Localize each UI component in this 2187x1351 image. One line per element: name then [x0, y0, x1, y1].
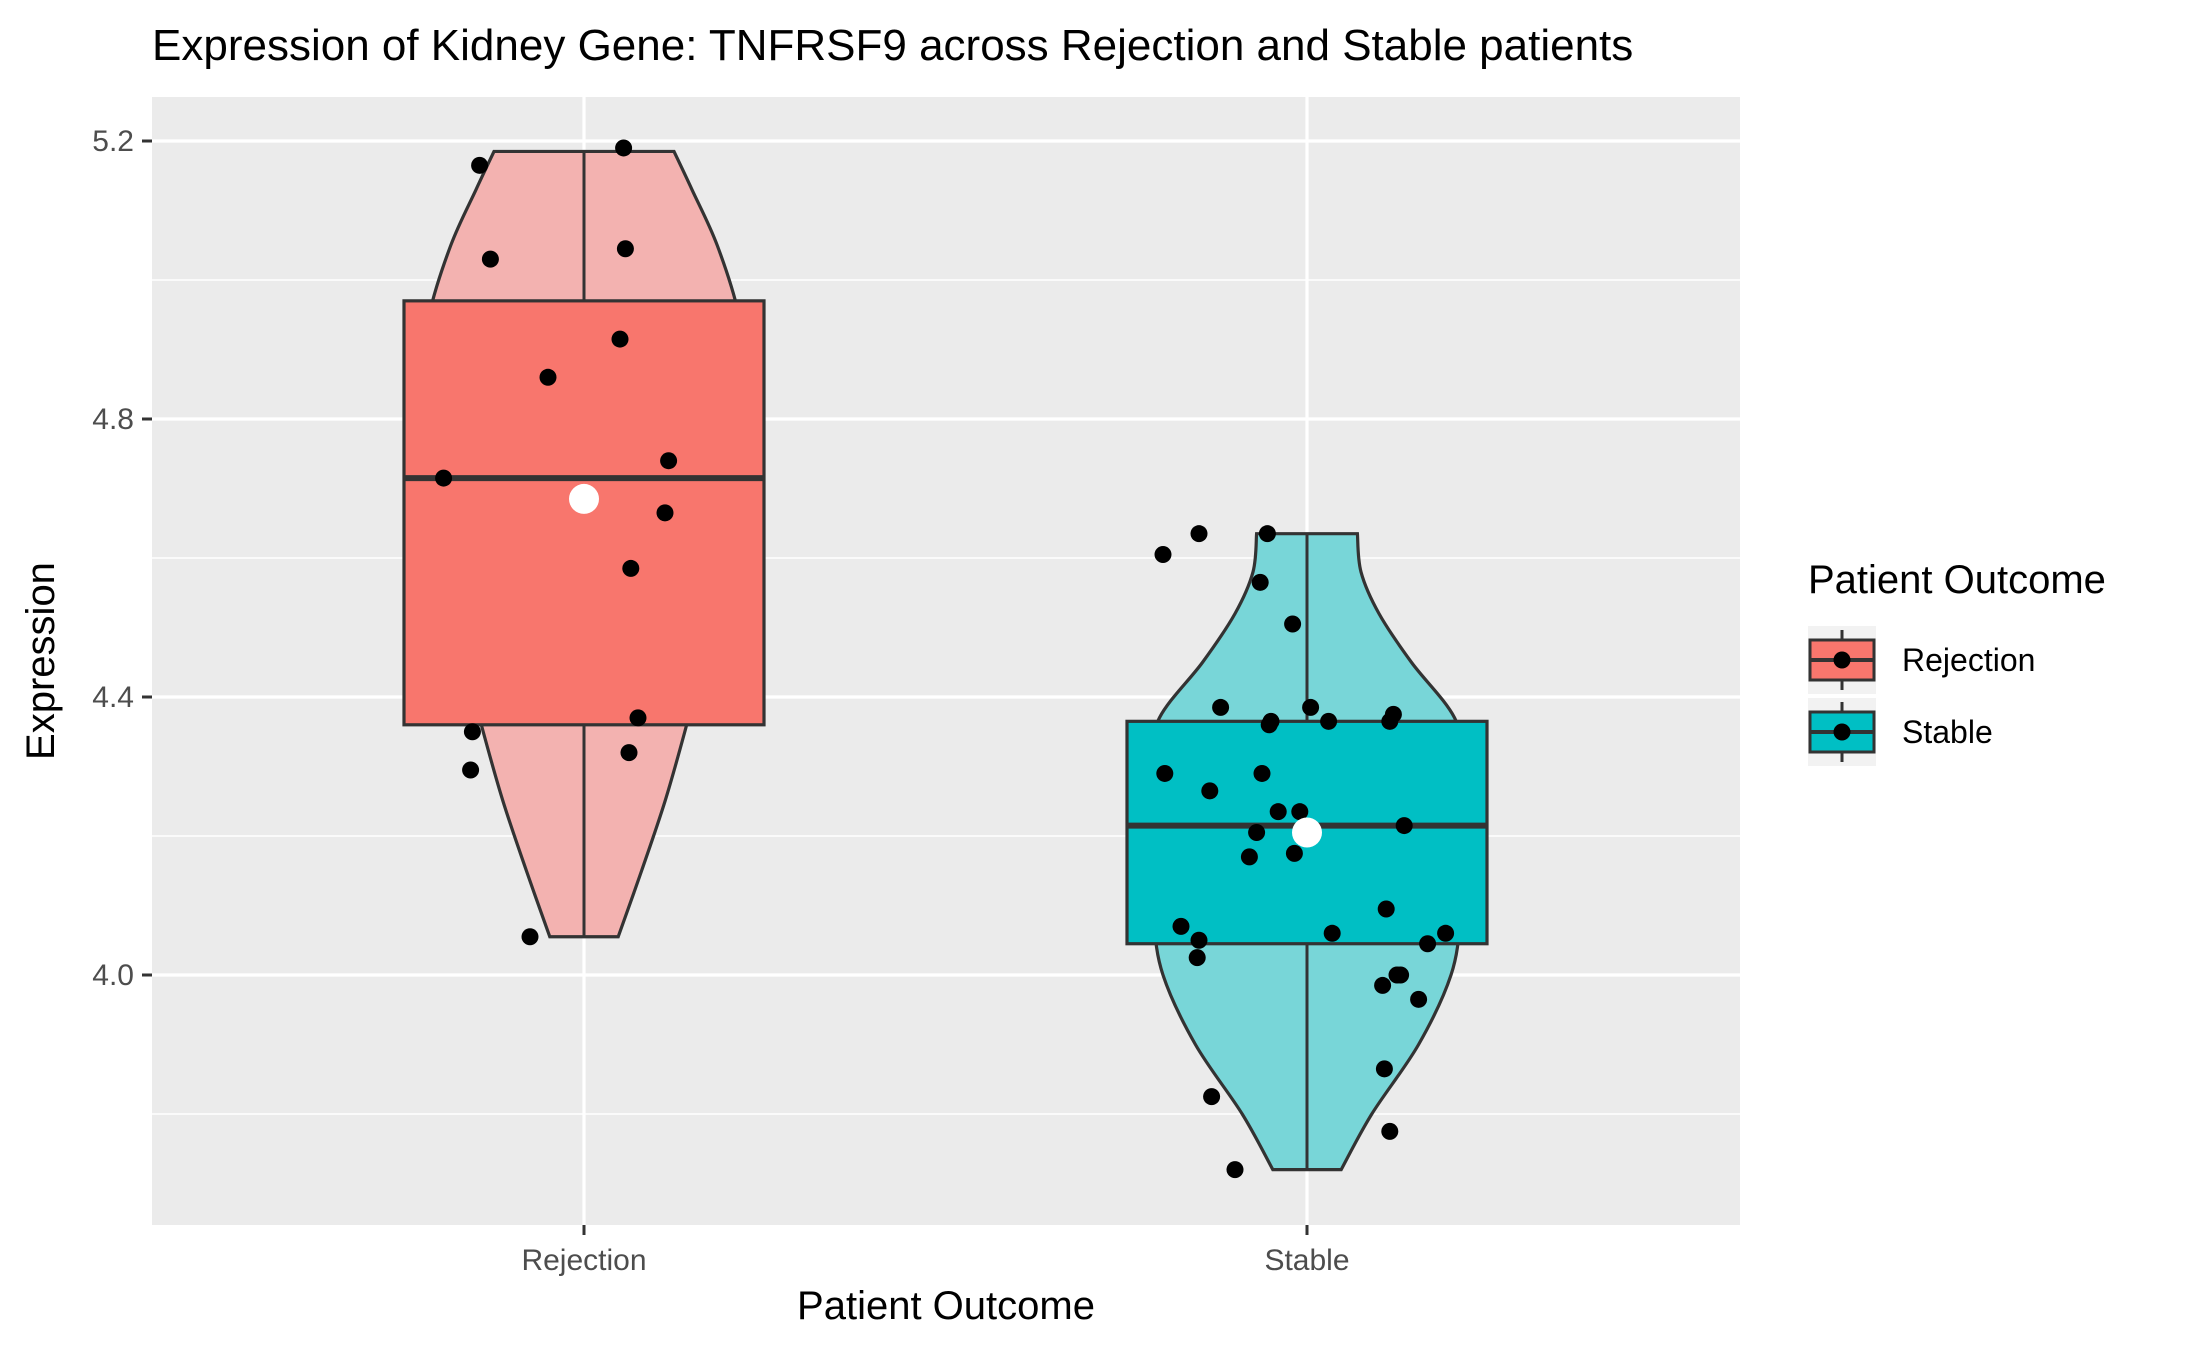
data-point [1258, 525, 1276, 543]
legend-key-point [1833, 651, 1851, 669]
legend-entries: Rejection Stable [1808, 626, 2035, 766]
data-point [1285, 844, 1303, 862]
data-point [1320, 712, 1338, 730]
data-point [521, 928, 539, 946]
data-point [1188, 949, 1206, 967]
x-tick-label: Stable [1264, 1244, 1349, 1277]
mean-markers [569, 483, 1322, 848]
x-axis: Rejection Stable [521, 1225, 1350, 1277]
data-point [1323, 924, 1341, 942]
data-point [1251, 573, 1269, 591]
data-point [1302, 698, 1320, 716]
data-point [1374, 976, 1392, 994]
data-point [1212, 698, 1230, 716]
legend-title: Patient Outcome [1808, 558, 2106, 602]
data-point [539, 368, 557, 386]
data-point [1269, 803, 1287, 821]
legend-key-point [1833, 723, 1851, 741]
data-point [1262, 712, 1280, 730]
data-point [481, 250, 499, 268]
data-point [629, 709, 647, 727]
data-point [620, 744, 638, 762]
data-point [463, 723, 481, 741]
data-point [1375, 1060, 1393, 1078]
data-point [1154, 546, 1172, 564]
data-point [660, 452, 678, 470]
data-point [1248, 824, 1266, 842]
x-tick-label: Rejection [521, 1244, 646, 1277]
data-point [1410, 990, 1428, 1008]
plot-panel [152, 97, 1740, 1225]
mean-marker [569, 483, 599, 514]
data-point [1226, 1161, 1244, 1179]
data-point [435, 469, 453, 487]
data-point [611, 330, 629, 348]
data-point [1395, 817, 1413, 835]
data-point [462, 761, 480, 779]
jitter-points [435, 139, 1455, 1179]
data-point [1419, 935, 1437, 953]
legend-key-stable [1808, 698, 1876, 766]
data-point [1291, 803, 1309, 821]
legend-label: Stable [1902, 714, 1993, 750]
data-point [656, 504, 674, 522]
y-tick-label: 5.2 [92, 125, 134, 158]
chart-title: Expression of Kidney Gene: TNFRSF9 acros… [152, 21, 1633, 70]
data-point [1240, 848, 1258, 866]
y-axis: 4.0 4.4 4.8 5.2 [92, 125, 152, 992]
data-point [615, 139, 633, 157]
legend: Patient Outcome Rejection Stable [1808, 558, 2106, 766]
legend-label: Rejection [1902, 642, 2035, 678]
data-point [622, 559, 640, 577]
data-point [616, 240, 634, 258]
x-axis-title: Patient Outcome [797, 1284, 1095, 1328]
y-tick-label: 4.0 [92, 959, 134, 992]
y-axis-title: Expression [19, 562, 63, 760]
data-point [1203, 1088, 1221, 1106]
data-point [1172, 917, 1190, 935]
y-tick-label: 4.4 [92, 681, 134, 714]
data-point [1201, 782, 1219, 800]
data-point [1377, 900, 1395, 918]
data-point [1156, 764, 1174, 782]
y-tick-label: 4.8 [92, 403, 134, 436]
data-point [1437, 924, 1455, 942]
data-point [1190, 931, 1208, 949]
data-point [471, 156, 489, 174]
legend-key-rejection [1808, 626, 1876, 694]
data-point [1392, 966, 1410, 984]
data-point [1384, 705, 1402, 723]
data-point [1190, 525, 1208, 543]
mean-marker [1292, 817, 1322, 848]
data-point [1284, 615, 1302, 633]
data-point [1253, 764, 1271, 782]
data-point [1381, 1122, 1399, 1140]
